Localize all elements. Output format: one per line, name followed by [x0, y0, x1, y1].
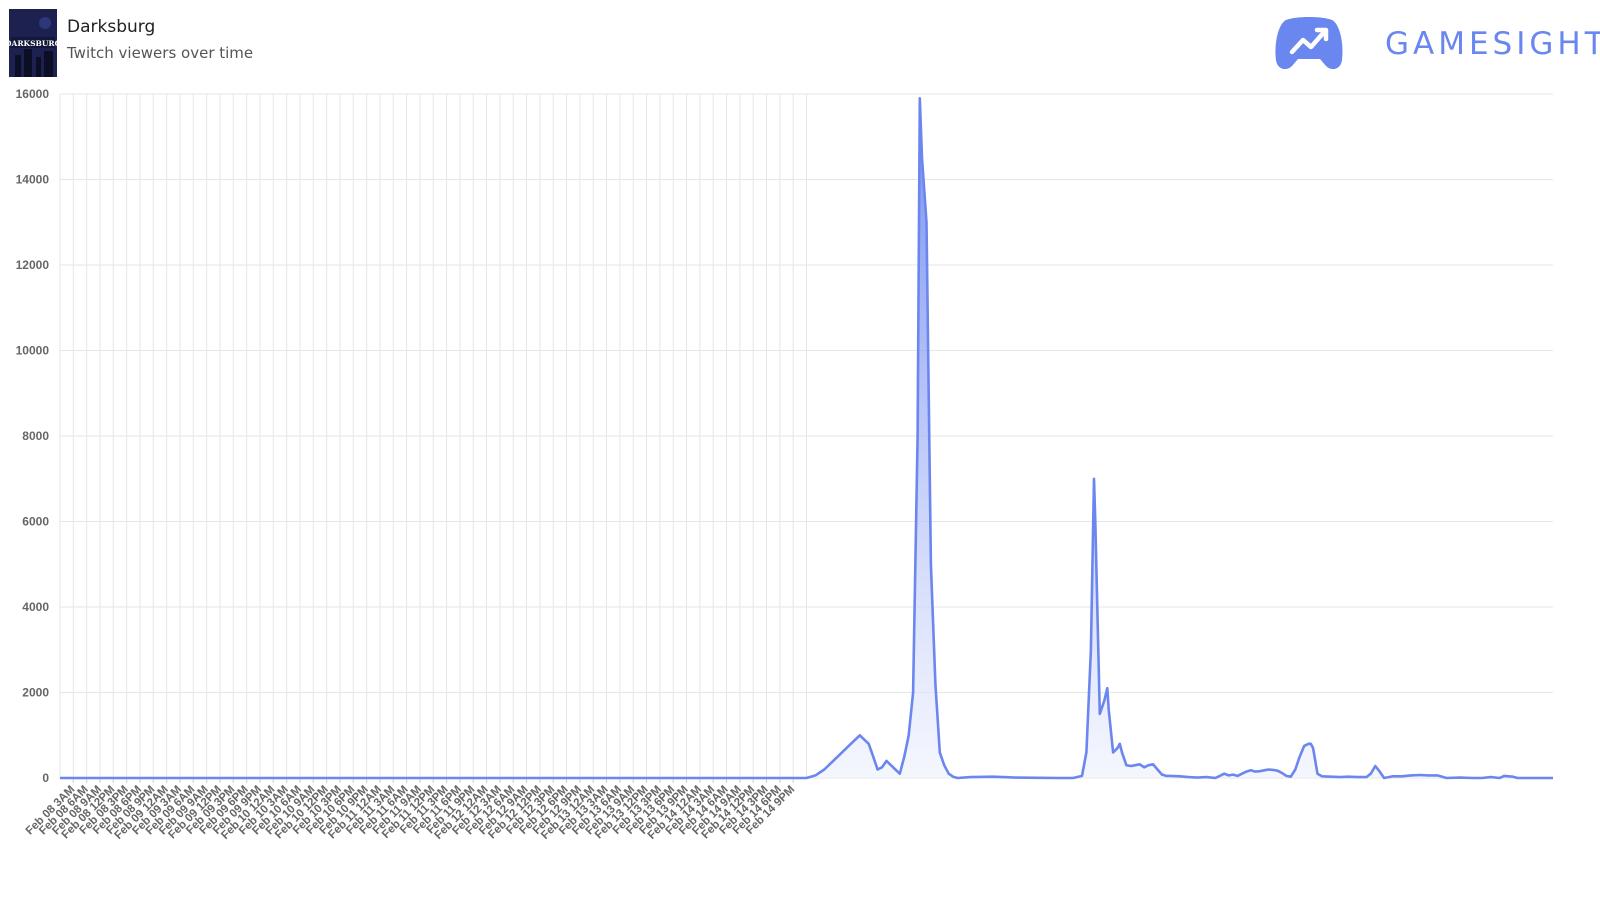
y-axis: 0 2000 4000 6000 8000 10000 12000 14000 16000: [16, 87, 50, 785]
y-tick-label: 14000: [16, 173, 50, 187]
gamepad-trend-icon: [1275, 17, 1343, 70]
game-title: Darksburg: [67, 17, 156, 37]
svg-text:DARKSBURG: DARKSBURG: [9, 39, 57, 48]
viewers-area-chart: 0 2000 4000 6000 8000 10000 12000 14000 16000 Fe…: [16, 87, 1553, 842]
chart-grid: [59, 93, 1553, 779]
y-tick-label: 16000: [16, 87, 50, 101]
y-tick-label: 10000: [16, 344, 50, 358]
y-tick-label: 8000: [22, 429, 49, 443]
y-tick-label: 12000: [16, 258, 50, 272]
game-cover-art-icon: DARKSBURG: [9, 9, 57, 77]
y-tick-label: 2000: [22, 686, 49, 700]
series-line: [60, 97, 1553, 780]
y-tick-label: 4000: [22, 600, 49, 614]
chart-header: DARKSBURG Darksburg Twitch viewers over …: [0, 0, 1600, 86]
brand-name: GAMESIGHT: [1385, 26, 1600, 62]
y-tick-label: 6000: [22, 515, 49, 529]
series-layer: [60, 97, 1553, 780]
y-tick-label: 0: [42, 771, 49, 785]
gamesight-brand: GAMESIGHT: [1272, 16, 1600, 76]
game-thumbnail: DARKSBURG: [9, 9, 57, 77]
chart-subtitle: Twitch viewers over time: [67, 44, 254, 62]
